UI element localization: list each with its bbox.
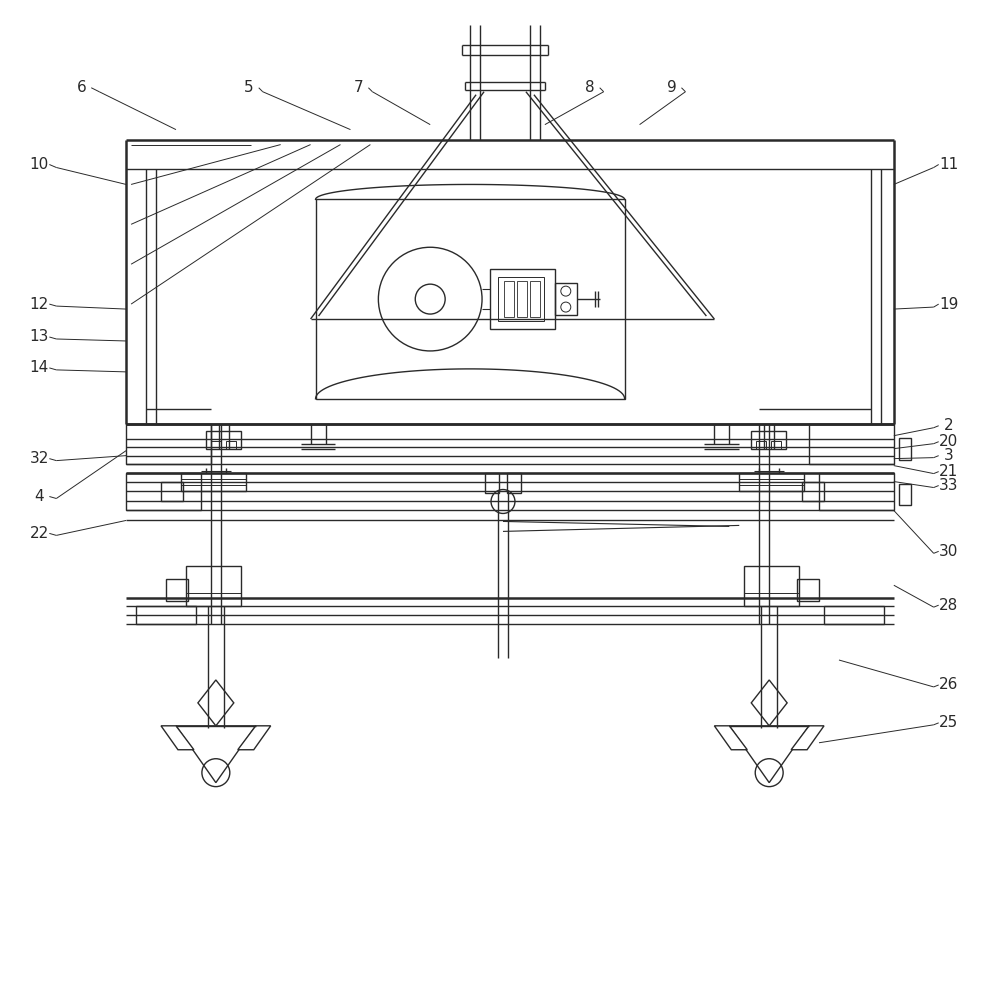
Polygon shape — [791, 726, 824, 750]
Text: 3: 3 — [944, 448, 954, 464]
Bar — [739, 473, 804, 491]
Bar — [797, 579, 819, 601]
Text: 32: 32 — [30, 451, 49, 467]
Text: 19: 19 — [939, 296, 958, 312]
Text: 33: 33 — [939, 478, 958, 494]
Bar — [211, 441, 221, 449]
Text: 26: 26 — [939, 677, 958, 693]
Bar — [555, 283, 577, 315]
Bar — [517, 281, 527, 317]
Bar — [166, 579, 188, 601]
Polygon shape — [176, 726, 256, 783]
Bar — [899, 484, 911, 505]
Bar — [485, 473, 499, 493]
Bar — [136, 606, 196, 624]
Polygon shape — [198, 680, 234, 726]
Text: 8: 8 — [585, 80, 595, 96]
Text: 10: 10 — [30, 157, 49, 172]
Bar — [161, 482, 183, 501]
Text: 22: 22 — [30, 525, 49, 541]
Bar — [226, 441, 236, 449]
Bar — [504, 281, 514, 317]
Bar — [316, 199, 625, 399]
Bar — [809, 424, 894, 464]
Bar — [126, 473, 201, 510]
Text: 13: 13 — [30, 329, 49, 345]
Bar — [824, 606, 884, 624]
Text: 21: 21 — [939, 464, 958, 480]
Text: 4: 4 — [35, 489, 44, 504]
Text: 14: 14 — [30, 360, 49, 376]
Bar — [530, 281, 540, 317]
Text: 9: 9 — [667, 80, 676, 96]
Bar — [490, 269, 555, 329]
Polygon shape — [714, 726, 747, 750]
Polygon shape — [238, 726, 271, 750]
Bar — [756, 441, 766, 449]
Text: 25: 25 — [939, 715, 958, 731]
Text: 7: 7 — [354, 80, 363, 96]
Polygon shape — [729, 726, 809, 783]
Bar — [744, 566, 799, 606]
Text: 20: 20 — [939, 434, 958, 450]
Bar — [899, 438, 911, 460]
Bar — [206, 431, 241, 449]
Text: 11: 11 — [939, 157, 958, 172]
Bar — [771, 441, 781, 449]
Bar — [507, 473, 521, 493]
Polygon shape — [751, 680, 787, 726]
Polygon shape — [161, 726, 194, 750]
Bar — [802, 482, 824, 501]
Bar — [498, 277, 544, 321]
Bar — [181, 473, 246, 491]
Text: 30: 30 — [939, 543, 958, 559]
Text: 28: 28 — [939, 597, 958, 613]
Text: 6: 6 — [76, 80, 86, 96]
Bar — [751, 431, 786, 449]
Text: 12: 12 — [30, 296, 49, 312]
Bar — [819, 473, 894, 510]
Bar — [186, 566, 241, 606]
Text: 2: 2 — [944, 418, 953, 434]
Text: 5: 5 — [244, 80, 254, 96]
Bar — [126, 424, 211, 464]
